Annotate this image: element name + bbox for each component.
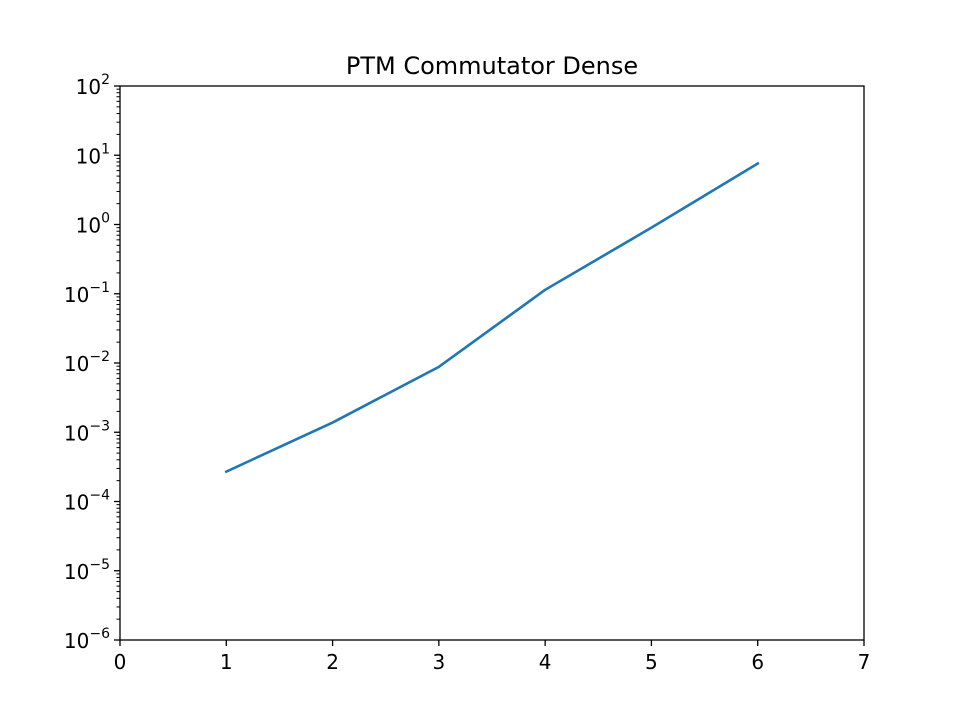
y-tick-base: 10 bbox=[64, 421, 89, 445]
x-tick-label: 3 bbox=[432, 650, 445, 674]
y-tick-base: 10 bbox=[64, 352, 89, 376]
y-tick-exponent: 1 bbox=[101, 141, 110, 157]
x-tick-label: 6 bbox=[751, 650, 764, 674]
y-tick-exponent: 0 bbox=[101, 211, 110, 227]
y-tick-base: 10 bbox=[64, 560, 89, 584]
y-tick-exponent: −1 bbox=[89, 280, 110, 296]
y-tick-label: 10−2 bbox=[64, 349, 110, 376]
series-layer bbox=[224, 161, 760, 474]
y-tick-base: 10 bbox=[76, 144, 101, 168]
plot-frame bbox=[119, 85, 865, 641]
x-tick-label: 0 bbox=[114, 650, 127, 674]
y-tick-exponent: −6 bbox=[89, 626, 110, 642]
x-tick-label: 2 bbox=[326, 650, 339, 674]
y-tick-label: 10−3 bbox=[64, 418, 110, 445]
y-tick-label: 100 bbox=[76, 211, 110, 238]
x-ticks: 0 1 2 3 4 5 6 7 bbox=[114, 640, 871, 674]
y-tick-base: 10 bbox=[64, 283, 89, 307]
y-tick-exponent: −4 bbox=[89, 488, 110, 504]
y-tick-exponent: −5 bbox=[89, 557, 110, 573]
series-line-0 bbox=[224, 161, 760, 474]
y-tick-base: 10 bbox=[76, 214, 101, 238]
y-tick-base: 10 bbox=[64, 491, 89, 515]
y-tick-exponent: −3 bbox=[89, 418, 110, 434]
x-tick-label: 4 bbox=[539, 650, 552, 674]
chart-title: PTM Commutator Dense bbox=[346, 52, 638, 80]
y-tick-label: 10−1 bbox=[64, 280, 110, 307]
y-tick-label: 10−5 bbox=[64, 557, 110, 584]
x-tick-label: 7 bbox=[858, 650, 871, 674]
y-tick-exponent: 2 bbox=[101, 72, 110, 88]
y-tick-label: 101 bbox=[76, 141, 110, 168]
y-tick-label: 10−6 bbox=[64, 626, 110, 653]
y-tick-base: 10 bbox=[76, 75, 101, 99]
y-tick-label: 10−4 bbox=[64, 488, 110, 515]
y-tick-exponent: −2 bbox=[89, 349, 110, 365]
y-tick-label: 102 bbox=[76, 72, 110, 99]
y-tick-base: 10 bbox=[64, 629, 89, 653]
x-tick-label: 5 bbox=[645, 650, 658, 674]
x-tick-label: 1 bbox=[220, 650, 233, 674]
